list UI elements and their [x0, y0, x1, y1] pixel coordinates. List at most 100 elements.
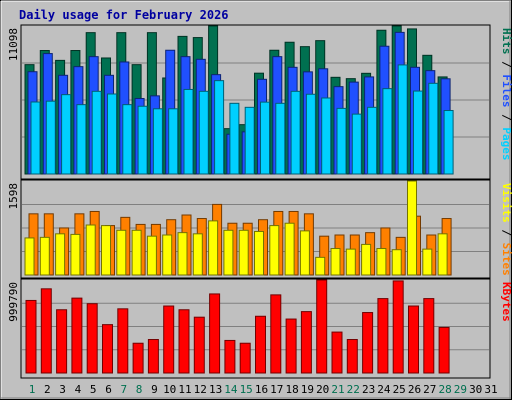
bar-sites-day-26: [407, 180, 417, 276]
x-tick-label-22: 22: [347, 383, 360, 396]
bar-sites-day-17: [269, 225, 280, 276]
legend-entry: Pages: [500, 127, 512, 160]
bar-sites-day-13: [208, 220, 219, 276]
x-tick-label-16: 16: [255, 383, 268, 396]
bar-sites-day-20: [315, 256, 326, 276]
bar-sites-day-28: [437, 233, 448, 276]
x-tick-label-19: 19: [301, 383, 314, 396]
bar-sites-day-6: [101, 225, 111, 276]
bar-kbytes-day-7: [117, 308, 129, 374]
bar-kbytes-day-18: [285, 318, 297, 374]
bar-pages-day-24: [382, 88, 393, 175]
bar-kbytes-day-15: [239, 342, 251, 374]
bar-sites-day-15: [238, 229, 249, 276]
x-tick-label-25: 25: [393, 383, 406, 396]
bar-kbytes-day-20: [316, 279, 328, 374]
bar-sites-day-5: [85, 224, 96, 276]
bar-kbytes-day-16: [255, 315, 266, 374]
bar-pages-day-10: [168, 108, 179, 175]
bar-sites-day-24: [376, 248, 387, 276]
bar-kbytes-day-26: [408, 305, 419, 374]
bar-kbytes-day-23: [362, 312, 374, 374]
bar-kbytes-day-2: [40, 288, 52, 374]
x-tick-label-13: 13: [209, 383, 222, 396]
x-tick-label-1: 1: [29, 383, 36, 396]
bar-pages-day-19: [305, 93, 316, 175]
legend-entry: Hits: [500, 28, 512, 55]
x-tick-label-7: 7: [120, 383, 127, 396]
bars: [24, 25, 454, 374]
bar-pages-day-15: [244, 106, 255, 175]
bar-kbytes-day-9: [147, 339, 159, 374]
bar-kbytes-day-3: [56, 309, 68, 374]
hits-files-pages-legend: Hits / Files / Pages: [500, 28, 512, 161]
bar-pages-day-13: [214, 80, 225, 175]
bar-pages-day-1: [30, 101, 41, 175]
x-tick-label-23: 23: [362, 383, 375, 396]
bar-sites-day-1: [24, 237, 35, 276]
bar-pages-day-12: [198, 90, 209, 175]
x-tick-label-28: 28: [438, 383, 451, 396]
x-tick-label-5: 5: [90, 383, 97, 396]
bar-sites-day-10: [162, 234, 173, 276]
bar-pages-day-9: [152, 108, 163, 175]
bar-pages-day-5: [91, 90, 102, 175]
bar-kbytes-day-19: [300, 311, 312, 374]
bar-pages-day-20: [321, 97, 332, 175]
bar-kbytes-day-11: [178, 309, 190, 374]
x-tick-label-8: 8: [136, 383, 143, 396]
bar-sites-day-22: [345, 248, 356, 276]
bar-pages-day-17: [275, 102, 286, 175]
x-tick-label-9: 9: [151, 383, 158, 396]
bar-sites-day-12: [192, 233, 203, 276]
legend-entry: /: [500, 223, 512, 243]
x-tick-label-29: 29: [454, 383, 467, 396]
x-tick-label-15: 15: [240, 383, 253, 396]
legend-entry: Sites: [500, 243, 512, 276]
bar-kbytes-day-14: [224, 339, 236, 374]
bar-sites-day-21: [330, 248, 341, 276]
bar-pages-day-6: [107, 93, 117, 175]
bar-sites-day-4: [70, 233, 81, 276]
chart-title: Daily usage for February 2026: [19, 8, 229, 22]
bar-pages-day-4: [76, 104, 87, 175]
bar-pages-day-8: [137, 105, 148, 175]
bar-pages-day-28: [443, 110, 454, 175]
bar-sites-day-23: [361, 243, 372, 276]
bar-kbytes-day-1: [25, 299, 37, 374]
bar-kbytes-day-4: [71, 297, 83, 374]
bar-sites-day-7: [116, 229, 127, 276]
bar-pages-day-26: [413, 90, 423, 175]
x-tick-label-10: 10: [163, 383, 176, 396]
bar-kbytes-day-13: [209, 293, 221, 374]
x-tick-label-30: 30: [469, 383, 482, 396]
bar-pages-day-16: [260, 101, 270, 175]
x-tick-label-4: 4: [75, 383, 82, 396]
bar-sites-day-19: [299, 230, 310, 276]
hits-files-pages-max-label: 11098: [7, 28, 20, 61]
bar-kbytes-day-17: [270, 294, 282, 374]
bar-sites-day-3: [55, 233, 66, 276]
x-tick-label-11: 11: [178, 383, 191, 396]
bar-pages-day-21: [336, 107, 347, 175]
x-tick-label-3: 3: [59, 383, 66, 396]
bar-kbytes-day-24: [377, 298, 389, 374]
bar-pages-day-11: [183, 88, 194, 175]
bar-sites-day-8: [131, 229, 142, 276]
bar-sites-day-11: [177, 232, 188, 276]
kbytes-legend: KBytes: [500, 282, 512, 322]
bar-sites-day-2: [39, 236, 50, 276]
bar-pages-day-2: [45, 100, 56, 175]
visits-sites-legend: Visits / Sites: [500, 183, 512, 276]
bar-pages-day-22: [351, 113, 362, 175]
x-tick-label-12: 12: [194, 383, 207, 396]
bar-pages-day-14: [229, 102, 240, 175]
legend-entry: Files: [500, 74, 512, 107]
bar-sites-day-25: [391, 249, 402, 276]
x-tick-label-27: 27: [423, 383, 436, 396]
bar-kbytes-day-8: [132, 342, 144, 374]
x-tick-label-6: 6: [105, 383, 112, 396]
x-tick-label-14: 14: [224, 383, 238, 396]
